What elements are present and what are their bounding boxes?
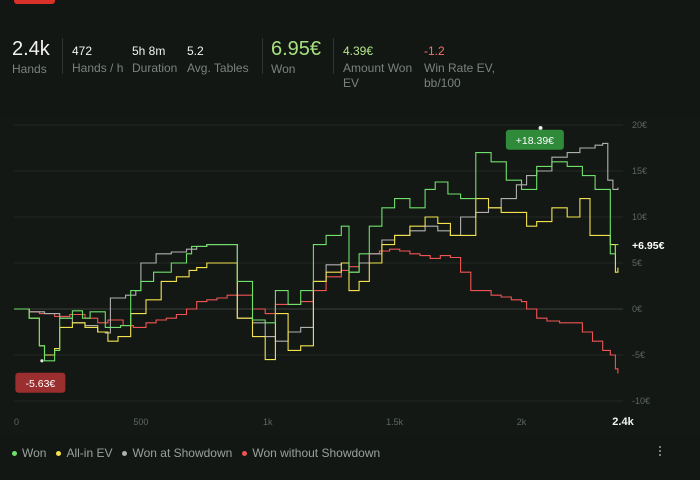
series-line-won [14,152,619,362]
y-tick-label: -5€ [632,350,645,360]
x-tick-label: 1k [263,417,273,427]
more-options-icon[interactable] [654,442,666,460]
legend-dot [56,450,62,456]
series-line-allin [14,198,619,361]
y-tick-label: 10€ [632,212,647,222]
stats-bar: 2.4k Hands 472 Hands / h 5h 8m Duration … [0,38,700,98]
stat-duration-label: Duration [132,61,178,75]
legend-item-allin-ev[interactable]: All-in EV [56,445,112,461]
legend-dot [122,450,128,456]
x-tick-label: 0 [14,417,19,427]
legend-item-won-at-showdown[interactable]: Won at Showdown [122,445,232,461]
legend-item-won[interactable]: Won [12,445,46,461]
y-tick-label: -10€ [632,396,650,406]
stat-avg-tables-label: Avg. Tables [187,61,249,75]
stat-avg-tables: 5.2 Avg. Tables [187,38,249,76]
legend-label: Won without Showdown [252,446,381,460]
profit-chart[interactable]: 20€ 15€ 10€ 5€ 0€ -5€ -10€ 0 500 1k 1.5k 2k 2.4k +18.… [0,115,700,437]
stat-win-rate-ev-label: Win Rate EV, bb/100 [424,61,495,90]
divider [262,38,263,74]
top-tab-indicator [14,0,55,4]
y-tick-label: 15€ [632,166,647,176]
x-tick-label: 500 [133,417,148,427]
x-end-label: 2.4k [612,416,634,428]
y-tick-label: 0€ [632,304,642,314]
min-marker [40,359,44,363]
legend-label: Won [22,446,47,460]
legend-item-won-without-showdown[interactable]: Won without Showdown [242,445,380,461]
stat-amount-won-ev-label: Amount Won EV [343,61,413,90]
stat-hands-per-hour-label: Hands / h [72,61,124,75]
stat-hands-per-hour-value: 472 [72,44,93,58]
x-tick-label: 2k [517,417,527,427]
stat-amount-won-ev-value: 4.39€ [343,44,374,58]
stat-won-value: 6.95€ [271,38,322,60]
max-badge [505,129,564,150]
x-tick-label: 1.5k [386,417,404,427]
legend-dot [12,450,17,456]
y-tick-label: 20€ [632,120,647,130]
stat-hands-per-hour: 472 Hands / h [72,38,123,76]
stat-duration-value: 5h 8m [132,44,166,58]
stat-win-rate-ev: -1.2 Win Rate EV, bb/100 [424,38,498,91]
max-marker [538,126,543,130]
y-tick-label: 5€ [632,258,642,268]
min-badge [15,372,66,393]
stat-avg-tables-value: 5.2 [187,44,204,58]
chart-legend: Won All-in EV Won at Showdown Won withou… [12,445,380,461]
legend-label: All-in EV [66,446,113,460]
stat-won: 6.95€ Won [271,38,321,77]
stat-win-rate-ev-value: -1.2 [424,44,445,58]
legend-label: Won at Showdown [132,446,233,460]
divider [333,38,334,74]
max-badge-label: +18.39€ [516,135,554,147]
chart-panel: 20€ 15€ 10€ 5€ 0€ -5€ -10€ 0 500 1k 1.5k 2k 2.4k +18.… [0,115,700,437]
min-badge-label: -5.63€ [25,378,55,390]
stat-hands-label: Hands [12,62,47,76]
stat-duration: 5h 8m Duration [132,38,177,76]
stat-hands-value: 2.4k [12,38,50,60]
final-value-label: +6.95€ [632,240,665,252]
stat-amount-won-ev: 4.39€ Amount Won EV [343,38,419,91]
stat-won-label: Won [271,62,296,76]
stat-hands: 2.4k Hands [12,38,50,77]
divider [62,38,63,74]
legend-dot [242,450,248,456]
